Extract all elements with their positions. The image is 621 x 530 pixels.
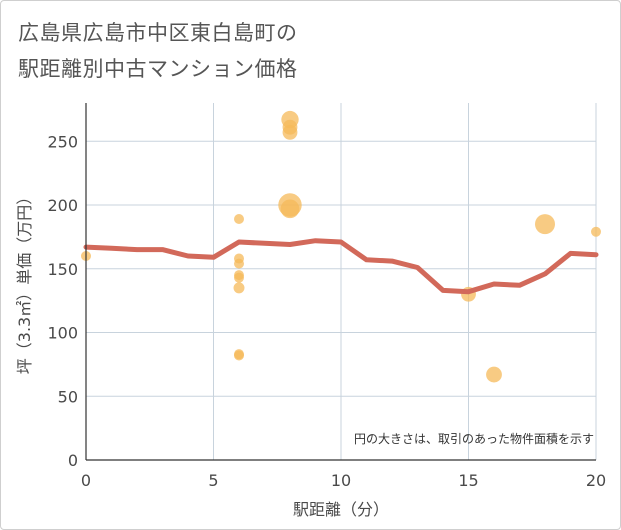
y-tick-label: 50 — [58, 387, 78, 406]
x-tick-label: 15 — [458, 471, 478, 490]
data-point — [535, 214, 555, 235]
data-point — [234, 258, 244, 269]
size-note: 円の大きさは、取引のあった物件面積を示す — [354, 431, 594, 446]
y-tick-label: 200 — [47, 196, 78, 215]
title-line-1: 広島県広島市中区東白島町の — [18, 21, 298, 45]
title-line-2: 駅距離別中古マンション価格 — [18, 57, 298, 81]
y-tick-label: 150 — [47, 260, 78, 279]
y-tick-label: 250 — [47, 132, 78, 151]
y-axis-label: 坪（3.3㎡）単価（万円） — [15, 189, 34, 374]
data-point — [486, 366, 502, 383]
data-point — [233, 282, 245, 294]
y-tick-label: 0 — [68, 451, 78, 470]
data-point — [280, 199, 300, 219]
data-point — [591, 226, 601, 237]
x-tick-label: 0 — [81, 471, 91, 490]
x-axis-label: 駅距離（分） — [293, 500, 389, 519]
axes — [85, 103, 596, 461]
y-tick-label: 100 — [47, 324, 78, 343]
average-price-line — [83, 238, 599, 295]
x-tick-label: 10 — [331, 471, 351, 490]
x-tick-label: 20 — [586, 471, 606, 490]
data-point — [234, 272, 244, 283]
x-tick-label: 5 — [208, 471, 218, 490]
data-point — [234, 350, 244, 361]
data-point — [234, 214, 244, 225]
chart-title: 広島県広島市中区東白島町の 駅距離別中古マンション価格 — [18, 15, 298, 87]
data-point — [282, 124, 298, 140]
